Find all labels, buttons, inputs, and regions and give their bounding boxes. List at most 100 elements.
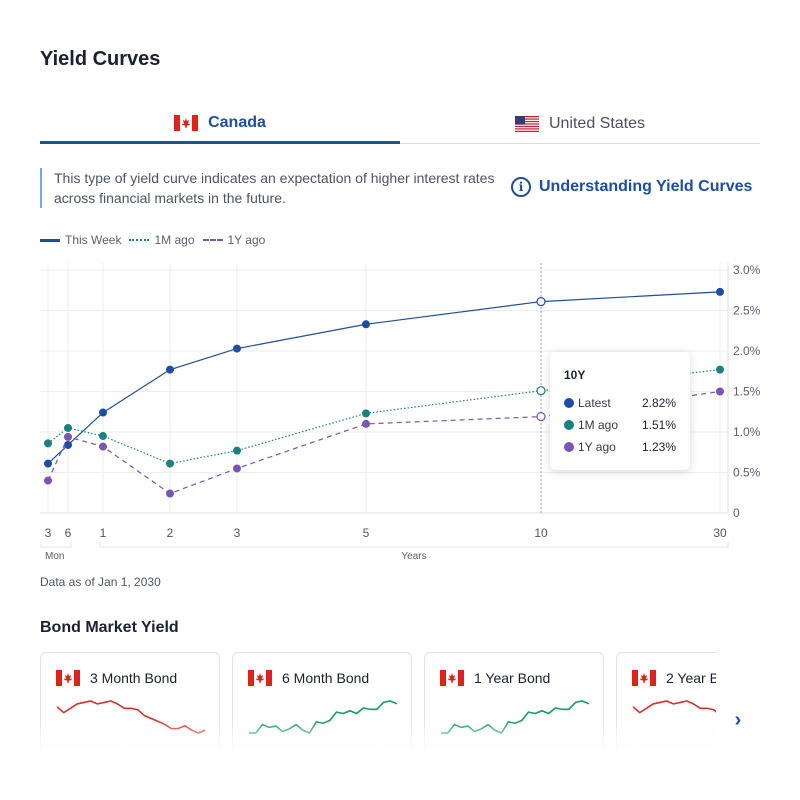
bond-card-label: 2 Year Bond <box>666 670 716 686</box>
data-point <box>44 459 52 468</box>
info-icon: i <box>511 177 531 197</box>
chevron-right-icon[interactable]: › <box>734 709 742 731</box>
canada-flag-icon <box>440 670 464 686</box>
group-bracket-mon <box>40 542 72 548</box>
legend-swatch-dotted <box>129 239 150 241</box>
tab-label: Canada <box>208 113 266 131</box>
x-tick-label: 30 <box>713 526 727 540</box>
sparkline-path <box>56 700 206 734</box>
bond-card-header: 2 Year Bond <box>632 670 716 686</box>
yield-curve-description: This type of yield curve indicates an ex… <box>40 168 500 208</box>
legend-swatch-solid <box>40 238 60 242</box>
data-point <box>99 442 107 451</box>
bond-sparkline <box>632 700 716 714</box>
bond-sparkline <box>56 700 206 734</box>
canada-flag-icon <box>632 670 656 686</box>
data-point <box>64 423 72 432</box>
bond-card-label: 1 Year Bond <box>474 670 551 686</box>
tooltip-label: 1Y ago <box>578 440 616 454</box>
tooltip-title: 10Y <box>564 368 586 382</box>
tab-united-states[interactable]: United States <box>400 104 760 143</box>
tooltip-label: 1M ago <box>578 418 619 432</box>
bond-card-3-month[interactable]: 3 Month Bond <box>40 652 220 752</box>
x-tick-label: 2 <box>167 526 174 540</box>
data-point <box>166 459 174 468</box>
data-point <box>536 412 546 422</box>
country-tabs: Canada United States <box>40 104 760 144</box>
bond-market-title: Bond Market Yield <box>40 619 179 636</box>
legend-item-1y-ago: 1Y ago <box>202 233 266 247</box>
tab-label: United States <box>548 114 646 132</box>
canada-flag-icon <box>174 114 199 131</box>
bond-card-2-year[interactable]: 2 Year Bond <box>616 652 716 752</box>
x-tick-label: 3 <box>45 526 52 540</box>
bond-sparkline <box>441 700 590 735</box>
data-point <box>233 464 241 473</box>
tooltip-value: 1.51% <box>641 418 676 432</box>
legend-label: 1Y ago <box>227 233 266 247</box>
data-point <box>99 432 107 441</box>
bond-card-header: 6 Month Bond <box>248 670 369 686</box>
bond-card-header: 3 Month Bond <box>56 670 177 686</box>
legend-label: This Week <box>65 233 122 247</box>
data-point <box>716 287 724 296</box>
data-point <box>166 489 174 498</box>
data-point <box>536 386 546 396</box>
tooltip-dot <box>564 420 574 430</box>
data-point <box>99 408 107 417</box>
y-tick-label: 0.5% <box>733 466 761 480</box>
x-group-label: Years <box>401 551 426 562</box>
legend-item-1m-ago: 1M ago <box>129 233 195 247</box>
y-tick-label: 2.5% <box>733 304 761 318</box>
sparkline-path <box>632 700 716 714</box>
data-point <box>44 476 52 485</box>
tooltip-dot <box>564 442 574 452</box>
data-point <box>233 344 241 353</box>
tooltip-value: 2.82% <box>641 396 676 410</box>
legend-item-this-week: This Week <box>40 233 121 247</box>
legend-swatch-dashed <box>202 239 223 241</box>
y-tick-label: 0 <box>733 506 740 520</box>
canada-flag-icon <box>248 670 272 686</box>
data-point <box>166 365 174 374</box>
sparkline-path <box>441 700 590 735</box>
x-tick-label: 3 <box>234 526 241 540</box>
data-point <box>233 446 241 455</box>
tooltip-row-1m-ago: 1M ago 1.51% <box>564 414 676 436</box>
bond-card-label: 6 Month Bond <box>282 670 370 686</box>
data-point <box>716 387 724 396</box>
y-tick-label: 1.0% <box>733 425 761 439</box>
bond-card-label: 3 Month Bond <box>90 670 178 686</box>
bond-card-6-month[interactable]: 6 Month Bond <box>232 652 412 752</box>
legend-label: 1M ago <box>154 233 195 247</box>
data-as-of-label: Data as of Jan 1, 2030 <box>40 575 161 589</box>
x-tick-label: 6 <box>65 526 72 540</box>
data-point <box>362 409 370 418</box>
y-tick-label: 1.5% <box>733 385 761 399</box>
understanding-yield-curves-link[interactable]: i Understanding Yield Curves <box>511 177 752 197</box>
x-tick-label: 5 <box>363 526 370 540</box>
data-point <box>362 419 370 428</box>
chart-legend: This Week 1M ago 1Y ago <box>40 233 265 247</box>
tooltip-dot <box>564 398 574 408</box>
us-flag-icon <box>514 115 539 132</box>
bond-card-1-year[interactable]: 1 Year Bond <box>424 652 604 752</box>
series-line-1m-ago <box>47 369 721 465</box>
tooltip-value: 1.23% <box>641 440 676 454</box>
data-point <box>716 365 724 374</box>
link-label: Understanding Yield Curves <box>539 178 753 195</box>
canada-flag-icon <box>56 670 80 686</box>
page-title: Yield Curves <box>40 48 161 70</box>
sparkline-path <box>249 700 398 735</box>
tab-canada[interactable]: Canada <box>40 104 400 144</box>
y-tick-label: 3.0% <box>733 263 761 277</box>
data-point <box>64 440 72 449</box>
bond-cards-carousel: 3 Month Bond 6 Month Bond 1 Year Bond 2 … <box>40 652 716 752</box>
series-line-this-week <box>47 291 721 465</box>
tooltip-label: Latest <box>578 396 611 410</box>
y-tick-label: 2.0% <box>733 344 761 358</box>
data-point <box>536 296 546 307</box>
series-line-1y-ago <box>47 390 721 495</box>
x-tick-label: 1 <box>100 526 107 540</box>
data-point <box>362 320 370 329</box>
